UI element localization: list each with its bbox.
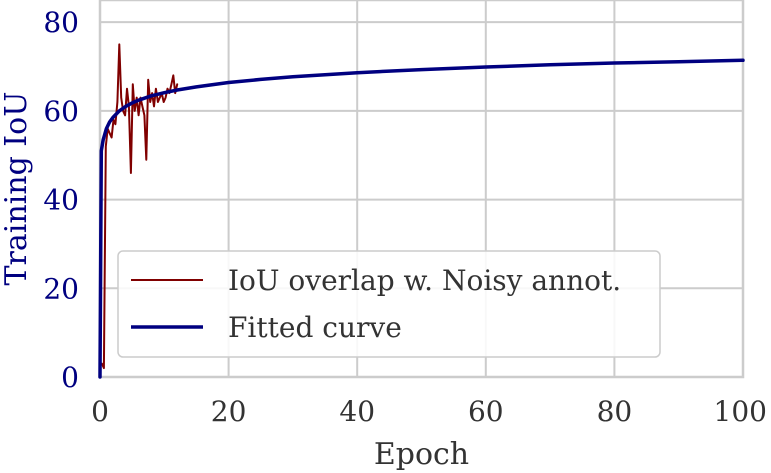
legend-label-fitted-curve: Fitted curve — [228, 311, 402, 344]
y-tick-label: 60 — [43, 95, 79, 128]
x-tick-label: 40 — [339, 395, 375, 428]
x-tick-label: 0 — [91, 395, 109, 428]
x-tick-labels: 0 20 40 60 80 100 — [91, 395, 767, 428]
legend-label-noisy-annot: IoU overlap w. Noisy annot. — [228, 264, 621, 297]
y-tick-label: 80 — [43, 6, 79, 39]
x-tick-label: 20 — [211, 395, 247, 428]
series-line-1 — [98, 58, 745, 379]
x-tick-label: 60 — [468, 395, 504, 428]
y-tick-labels: 0 20 40 60 80 — [43, 6, 79, 394]
y-tick-label: 20 — [43, 272, 79, 305]
series-line-0 — [100, 43, 179, 370]
y-tick-label: 0 — [61, 361, 79, 394]
series-layer — [98, 43, 745, 379]
legend-box — [117, 250, 661, 358]
x-tick-label: 100 — [714, 395, 767, 428]
x-axis-label: Epoch — [374, 437, 469, 472]
y-tick-label: 40 — [43, 184, 79, 217]
y-axis-label: Training IoU — [0, 91, 34, 285]
x-tick-label: 80 — [597, 395, 633, 428]
legend: IoU overlap w. Noisy annot. Fitted curve — [117, 250, 661, 358]
